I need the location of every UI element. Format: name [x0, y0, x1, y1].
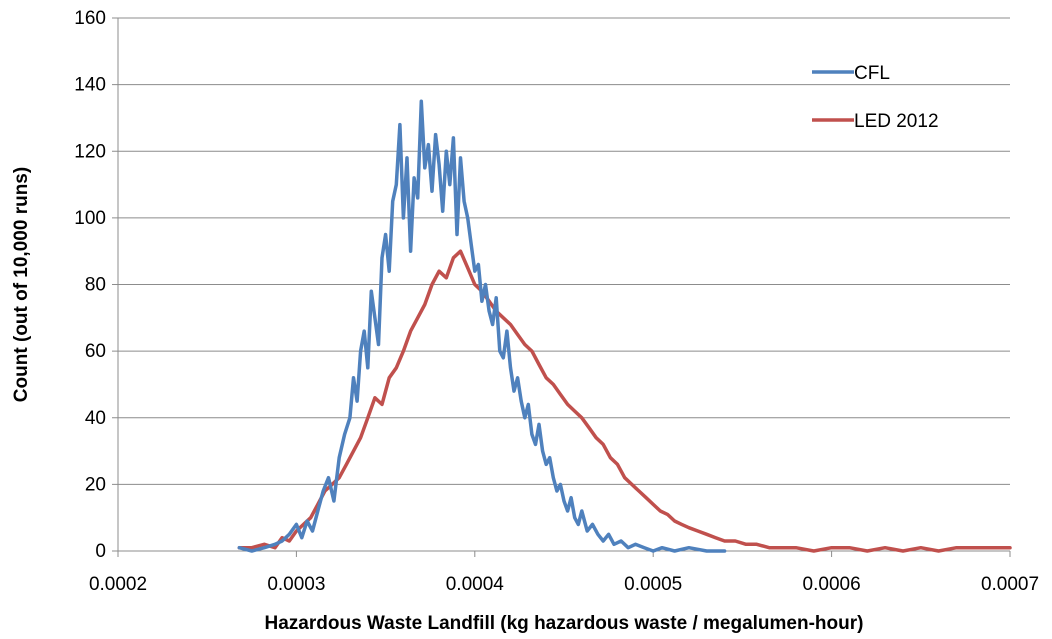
y-tick-label: 140	[74, 75, 106, 96]
x-tick-label: 0.0005	[624, 574, 682, 595]
y-tick-label: 80	[85, 275, 106, 296]
series-line-led-2012	[237, 249, 1012, 553]
series-line-cfl	[237, 99, 727, 553]
y-tick-label: 160	[74, 8, 106, 29]
x-tick-label: 0.0003	[267, 574, 325, 595]
y-axis-ticks: 0 20 40 60 80 100 120 140 160	[74, 8, 118, 562]
legend-label: CFL	[854, 63, 890, 84]
y-tick-label: 120	[74, 141, 106, 162]
y-tick-label: 40	[85, 408, 106, 429]
x-tick-label: 0.0007	[981, 574, 1039, 595]
x-tick-label: 0.0002	[89, 574, 147, 595]
y-tick-label: 100	[74, 208, 106, 229]
y-tick-label: 60	[85, 341, 106, 362]
legend-label: LED 2012	[854, 111, 939, 132]
x-tick-label: 0.0004	[446, 574, 505, 595]
gridlines	[118, 17, 1010, 485]
x-axis-ticks: 0.0002 0.0003 0.0004 0.0005 0.0006 0.0007	[89, 551, 1039, 595]
y-tick-label: 0	[95, 541, 106, 562]
x-tick-label: 0.0006	[803, 574, 861, 595]
legend: CFL LED 2012	[812, 63, 939, 132]
series-lines	[237, 99, 1012, 553]
y-axis-title: Count (out of 10,000 runs)	[11, 167, 32, 402]
y-tick-label: 20	[85, 474, 106, 495]
x-axis-title: Hazardous Waste Landfill (kg hazardous w…	[265, 613, 864, 634]
